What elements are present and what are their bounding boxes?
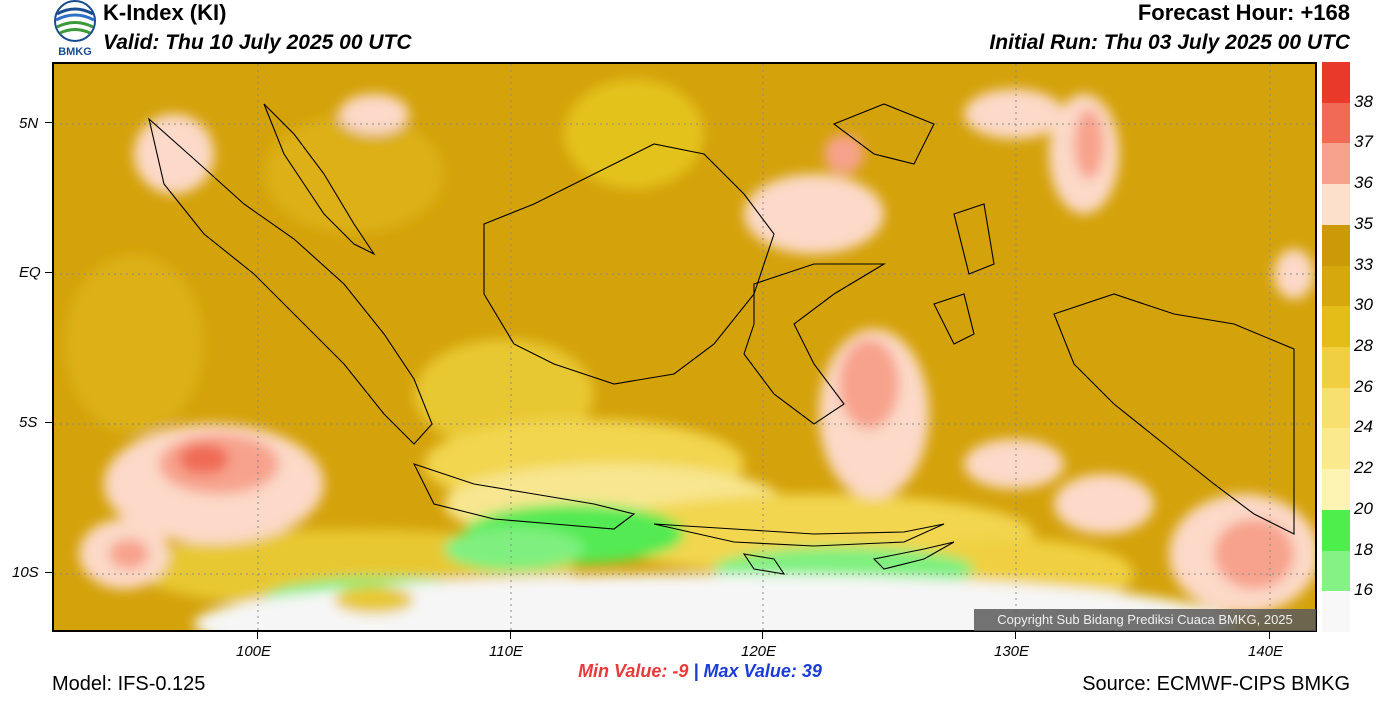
legend-label: 26 bbox=[1354, 376, 1373, 396]
bmkg-logo bbox=[52, 0, 98, 62]
lat-label-5s: 5S bbox=[19, 414, 38, 431]
source-info: Source: ECMWF-CIPS BMKG bbox=[1082, 673, 1350, 695]
legend-label: 20 bbox=[1354, 498, 1373, 518]
coast-nusa bbox=[653, 523, 945, 547]
copyright-notice: Copyright Sub Bidang Prediksi Cuaca BMKG… bbox=[974, 609, 1316, 631]
min-value: -9 bbox=[672, 661, 689, 681]
legend-label: 22 bbox=[1354, 458, 1373, 478]
coast-malaya bbox=[263, 103, 376, 256]
coast-sumatra bbox=[148, 117, 433, 445]
legend-swatch bbox=[1322, 184, 1350, 226]
lon-tick bbox=[762, 632, 763, 639]
lat-label-5n: 5N bbox=[19, 115, 39, 132]
lon-tick bbox=[510, 632, 511, 639]
logo-text: BMKG bbox=[58, 46, 92, 58]
lon-tick bbox=[1015, 632, 1016, 639]
valid-time: Valid: Thu 10 July 2025 00 UTC bbox=[103, 31, 412, 54]
legend-swatch bbox=[1322, 224, 1350, 267]
lat-tick bbox=[45, 572, 52, 573]
min-label: Min Value: bbox=[578, 661, 668, 681]
legend-swatch bbox=[1322, 143, 1350, 185]
model-info: Model: IFS-0.125 bbox=[52, 673, 206, 695]
lon-label-140e: 140E bbox=[1248, 643, 1284, 660]
lat-tick bbox=[45, 272, 52, 273]
legend-label: 16 bbox=[1354, 580, 1373, 600]
legend-swatch bbox=[1322, 428, 1350, 470]
coast-java bbox=[412, 463, 636, 530]
legend-swatch bbox=[1322, 347, 1350, 389]
legend-swatch bbox=[1322, 509, 1350, 552]
separator: | bbox=[693, 661, 699, 681]
lon-label-110e: 110E bbox=[489, 643, 523, 660]
coast-sumba bbox=[742, 553, 786, 575]
legend-label: 38 bbox=[1354, 91, 1373, 111]
color-legend bbox=[1322, 62, 1350, 633]
max-value: 39 bbox=[801, 661, 822, 681]
legend-swatch bbox=[1322, 102, 1350, 144]
legend-swatch bbox=[1322, 469, 1350, 511]
lon-tick bbox=[1269, 632, 1270, 639]
legend-swatch bbox=[1322, 306, 1350, 348]
legend-label: 36 bbox=[1354, 173, 1373, 193]
legend-swatch bbox=[1322, 265, 1350, 307]
legend-label: 24 bbox=[1354, 417, 1373, 437]
lat-label-eq: EQ bbox=[19, 264, 41, 281]
lat-tick bbox=[45, 422, 52, 423]
legend-label: 37 bbox=[1354, 132, 1373, 152]
max-label: Max Value: bbox=[703, 661, 797, 681]
k-index-map bbox=[52, 62, 1317, 632]
chart-title: K-Index (KI) bbox=[103, 0, 227, 25]
map-field bbox=[54, 64, 1315, 630]
legend-label: 30 bbox=[1354, 295, 1373, 315]
legend-label: 33 bbox=[1354, 254, 1373, 274]
coast-halmahera bbox=[953, 203, 995, 275]
coast-sulawesi bbox=[743, 263, 886, 425]
lat-tick bbox=[45, 122, 52, 123]
initial-run: Initial Run: Thu 03 July 2025 00 UTC bbox=[989, 31, 1350, 54]
legend-swatch bbox=[1322, 550, 1350, 592]
lon-label-120e: 120E bbox=[741, 643, 777, 660]
legend-swatch bbox=[1322, 62, 1350, 104]
lon-label-100e: 100E bbox=[236, 643, 272, 660]
lon-label-130e: 130E bbox=[994, 643, 1030, 660]
legend-swatch bbox=[1322, 387, 1350, 429]
legend-label: 18 bbox=[1354, 539, 1373, 559]
lat-label-10s: 10S bbox=[12, 564, 39, 581]
legend-label: 28 bbox=[1354, 336, 1373, 355]
min-max-values: Min Value: -9 | Max Value: 39 bbox=[0, 661, 1400, 682]
coast-papua bbox=[1053, 293, 1295, 535]
coast-mindanao bbox=[832, 103, 935, 165]
lon-tick bbox=[257, 632, 258, 639]
coast-timor bbox=[872, 541, 955, 570]
legend-label: 35 bbox=[1354, 213, 1373, 233]
coast-maluku bbox=[933, 293, 975, 345]
legend-swatch bbox=[1322, 591, 1350, 633]
forecast-hour: Forecast Hour: +168 bbox=[1137, 0, 1350, 25]
